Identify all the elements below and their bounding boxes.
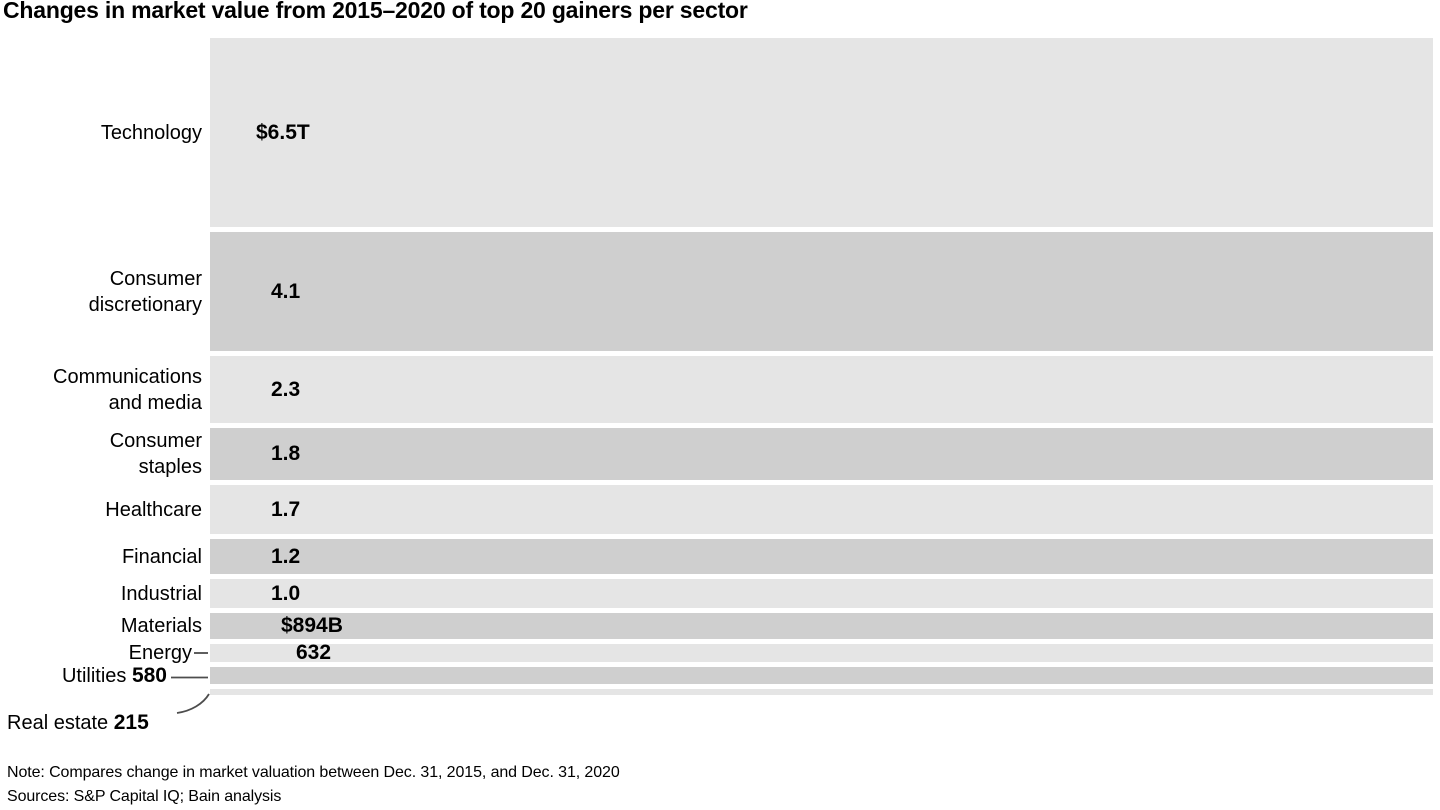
bar-consumer-discretionary bbox=[210, 232, 1433, 351]
category-label-technology: Technology bbox=[101, 120, 202, 146]
bar-healthcare bbox=[210, 485, 1433, 534]
label-column: Technology Consumer discretionary Communica… bbox=[0, 0, 202, 810]
category-label-line: Materials bbox=[120, 615, 202, 637]
value-label-energy: 632 bbox=[296, 641, 332, 664]
chart-note: Note: Compares change in market valuatio… bbox=[7, 764, 620, 781]
category-label-healthcare: Healthcare bbox=[105, 497, 202, 523]
bar-energy bbox=[210, 644, 1433, 662]
chart-title: Changes in market value from 2015–2020 o… bbox=[3, 0, 748, 23]
value-label-technology: $6.5T bbox=[256, 120, 310, 144]
footnote-block: Note: Compares change in market valuatio… bbox=[7, 761, 620, 809]
category-label-line: Utilities bbox=[61, 664, 127, 687]
bar-technology bbox=[210, 38, 1433, 227]
category-label-industrial: Industrial bbox=[121, 581, 202, 607]
category-label-consumer-staples: Consumer staples bbox=[110, 428, 202, 480]
value-label-consumer-discretionary: 4.1 bbox=[271, 279, 301, 303]
bar-consumer-staples bbox=[210, 428, 1433, 480]
category-label-line: Industrial bbox=[120, 582, 202, 605]
value-label-communications-and-media: 2.3 bbox=[271, 377, 301, 401]
chart-sources: Sources: S&P Capital IQ; Bain analysis bbox=[7, 788, 282, 805]
category-label-line: discretionary bbox=[88, 293, 202, 316]
value-label-financial: 1.2 bbox=[271, 544, 301, 568]
category-label-line: Communications bbox=[53, 365, 202, 388]
category-label-line: Real estate bbox=[7, 712, 109, 734]
category-label-utilities: Utilities 580 bbox=[62, 663, 167, 689]
category-label-line: Healthcare bbox=[105, 498, 202, 521]
value-label-real-estate: 215 bbox=[113, 711, 149, 734]
value-label-materials: $894B bbox=[281, 614, 343, 637]
bar-financial bbox=[210, 539, 1433, 574]
bar-materials bbox=[210, 613, 1433, 639]
category-label-line: Financial bbox=[121, 545, 202, 568]
category-label-line: Technology bbox=[100, 121, 202, 144]
category-label-line: and media bbox=[108, 391, 202, 414]
category-label-materials: Materials bbox=[121, 613, 202, 639]
category-label-consumer-discretionary: Consumer discretionary bbox=[89, 266, 202, 318]
category-label-line: staples bbox=[138, 456, 202, 478]
category-label-line: Energy bbox=[128, 642, 192, 664]
category-label-financial: Financial bbox=[122, 544, 202, 570]
bar-real-estate bbox=[210, 689, 1433, 695]
category-label-communications-and-media: Communications and media bbox=[53, 364, 202, 416]
category-label-line: Consumer bbox=[109, 267, 202, 290]
bar-industrial bbox=[210, 579, 1433, 608]
value-label-consumer-staples: 1.8 bbox=[271, 442, 301, 465]
value-label-healthcare: 1.7 bbox=[271, 497, 301, 521]
category-label-line: Consumer bbox=[109, 430, 202, 452]
category-label-real-estate: Real estate 215 bbox=[7, 711, 149, 735]
bar-utilities bbox=[210, 667, 1433, 684]
value-label-industrial: 1.0 bbox=[271, 581, 301, 605]
bar-communications-and-media bbox=[210, 356, 1433, 423]
value-label-utilities: 580 bbox=[131, 663, 167, 687]
category-label-energy: Energy bbox=[129, 640, 192, 666]
